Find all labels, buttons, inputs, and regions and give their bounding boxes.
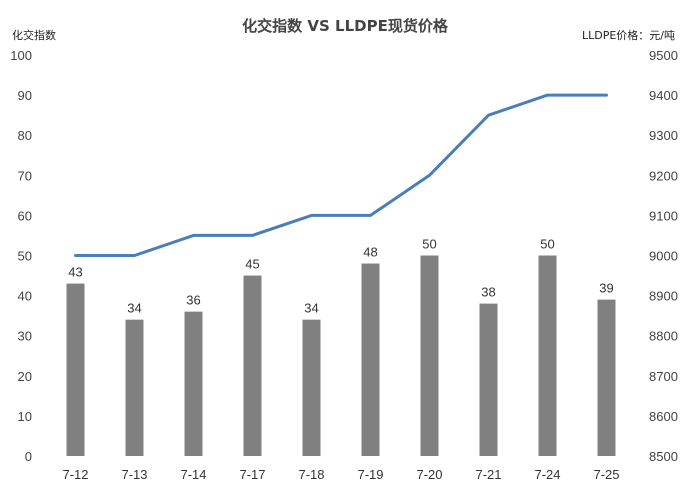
bar-value-label-7-25: 39 <box>599 281 613 296</box>
x-tick-label-7-21: 7-21 <box>475 467 501 482</box>
bar-value-label-7-12: 43 <box>68 265 82 280</box>
right-axis-ticks: 8500 8600 8700 8800 8900 9000 9100 9200 9300 9400… <box>649 48 678 464</box>
left-tick-label-4: 40 <box>18 289 32 304</box>
bar-7-18 <box>302 319 321 456</box>
right-tick-label-9: 9400 <box>649 88 678 103</box>
left-tick-label-10: 100 <box>10 48 32 63</box>
right-axis-label: LLDPE价格：元/吨 <box>582 28 675 42</box>
left-tick-label-0: 0 <box>25 449 32 464</box>
x-tick-label-7-20: 7-20 <box>416 467 442 482</box>
right-tick-label-10: 9500 <box>649 48 678 63</box>
bar-7-21 <box>479 303 498 456</box>
lldpe-price-line <box>74 93 608 257</box>
left-tick-label-3: 30 <box>18 329 32 344</box>
bar-7-25 <box>597 299 616 456</box>
right-tick-label-8: 9300 <box>649 128 678 143</box>
bar-value-label-7-17: 45 <box>245 257 259 272</box>
right-tick-label-2: 8700 <box>649 369 678 384</box>
bar-7-13 <box>125 319 144 456</box>
chart-title: 化交指数 VS LLDPE现货价格 <box>242 17 449 35</box>
bar-data-labels: 43 34 36 45 34 48 50 38 50 39 <box>68 237 613 316</box>
x-tick-label-7-18: 7-18 <box>298 467 324 482</box>
left-tick-label-9: 90 <box>18 88 32 103</box>
bar-value-label-7-18: 34 <box>304 301 318 316</box>
bar-7-12 <box>66 283 85 456</box>
bar-value-label-7-24: 50 <box>540 237 554 252</box>
bar-value-label-7-21: 38 <box>481 285 495 300</box>
right-tick-label-1: 8600 <box>649 409 678 424</box>
x-tick-label-7-25: 7-25 <box>593 467 619 482</box>
left-tick-label-8: 80 <box>18 128 32 143</box>
right-tick-label-6: 9100 <box>649 208 678 223</box>
bar-value-label-7-19: 48 <box>363 245 377 260</box>
x-tick-label-7-17: 7-17 <box>239 467 265 482</box>
x-tick-label-7-24: 7-24 <box>534 467 560 482</box>
x-tick-label-7-14: 7-14 <box>180 467 206 482</box>
right-tick-label-0: 8500 <box>649 449 678 464</box>
x-tick-label-7-13: 7-13 <box>121 467 147 482</box>
bar-series <box>66 255 616 456</box>
bar-7-19 <box>361 263 380 456</box>
left-tick-label-1: 10 <box>18 409 32 424</box>
bar-7-20 <box>420 255 439 456</box>
x-axis-ticks: 7-12 7-13 7-14 7-17 7-18 7-19 7-20 7-21 7-24 7-25 <box>62 467 619 482</box>
right-tick-label-7: 9200 <box>649 168 678 183</box>
left-tick-label-7: 70 <box>18 168 32 183</box>
bar-value-label-7-13: 34 <box>127 301 141 316</box>
line-series <box>74 93 608 257</box>
left-tick-label-5: 50 <box>18 249 32 264</box>
left-axis-label: 化交指数 <box>12 28 56 42</box>
left-tick-label-2: 20 <box>18 369 32 384</box>
right-tick-label-3: 8800 <box>649 329 678 344</box>
x-tick-label-7-12: 7-12 <box>62 467 88 482</box>
bar-7-17 <box>243 275 262 456</box>
right-tick-label-5: 9000 <box>649 249 678 264</box>
bar-7-24 <box>538 255 557 456</box>
left-tick-label-6: 60 <box>18 208 32 223</box>
bar-7-14 <box>184 311 203 456</box>
bar-value-label-7-14: 36 <box>186 293 200 308</box>
right-tick-label-4: 8900 <box>649 289 678 304</box>
bar-value-label-7-20: 50 <box>422 237 436 252</box>
left-axis-ticks: 0 10 20 30 40 50 60 70 80 90 100 <box>10 48 32 464</box>
x-tick-label-7-19: 7-19 <box>357 467 383 482</box>
